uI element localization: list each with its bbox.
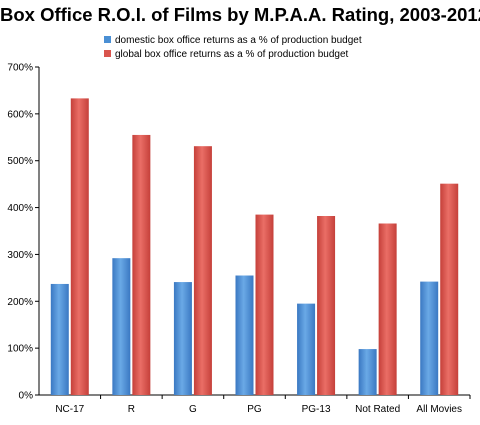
bar-domestic [235,275,254,395]
bar-global [440,183,459,395]
bar-global [317,216,336,395]
bar-global [255,214,274,395]
y-tick-label: 100% [7,344,33,355]
y-tick-label: 0% [19,391,34,402]
x-tick-label: PG [247,404,262,415]
y-tick-label: 700% [7,63,33,74]
bar-domestic [50,283,69,395]
bar-global [132,134,151,395]
y-tick-label: 400% [7,203,33,214]
x-tick-label: Not Rated [355,404,400,415]
y-tick-label: 600% [7,109,33,120]
chart-title: Box Office R.O.I. of Films by M.P.A.A. R… [0,4,480,25]
legend-swatch [104,50,111,57]
bars [50,98,459,395]
x-tick-label: NC-17 [55,404,84,415]
legend: domestic box office returns as a % of pr… [104,35,362,60]
y-tick-label: 500% [7,156,33,167]
y-tick-label: 200% [7,297,33,308]
x-tick-label: G [189,404,197,415]
bar-domestic [112,258,131,395]
x-tick-label: All Movies [416,404,462,415]
bar-domestic [358,349,377,395]
y-tick-label: 300% [7,250,33,261]
legend-label: global box office returns as a % of prod… [115,49,349,60]
legend-swatch [104,36,111,43]
y-axis-labels: 0% 100% 200% 300% 400% 500% 600% 700% [7,63,33,402]
legend-label: domestic box office returns as a % of pr… [115,35,362,46]
bar-global [193,146,212,395]
bar-domestic [420,281,439,395]
bar-global [70,98,89,395]
x-axis-labels: NC-17 R G PG PG-13 Not Rated All Movies [55,404,462,415]
bar-global [378,223,397,395]
bar-domestic [173,282,192,395]
bar-domestic [297,303,316,395]
axes [35,66,471,399]
x-tick-label: R [128,404,135,415]
x-tick-label: PG-13 [302,404,331,415]
